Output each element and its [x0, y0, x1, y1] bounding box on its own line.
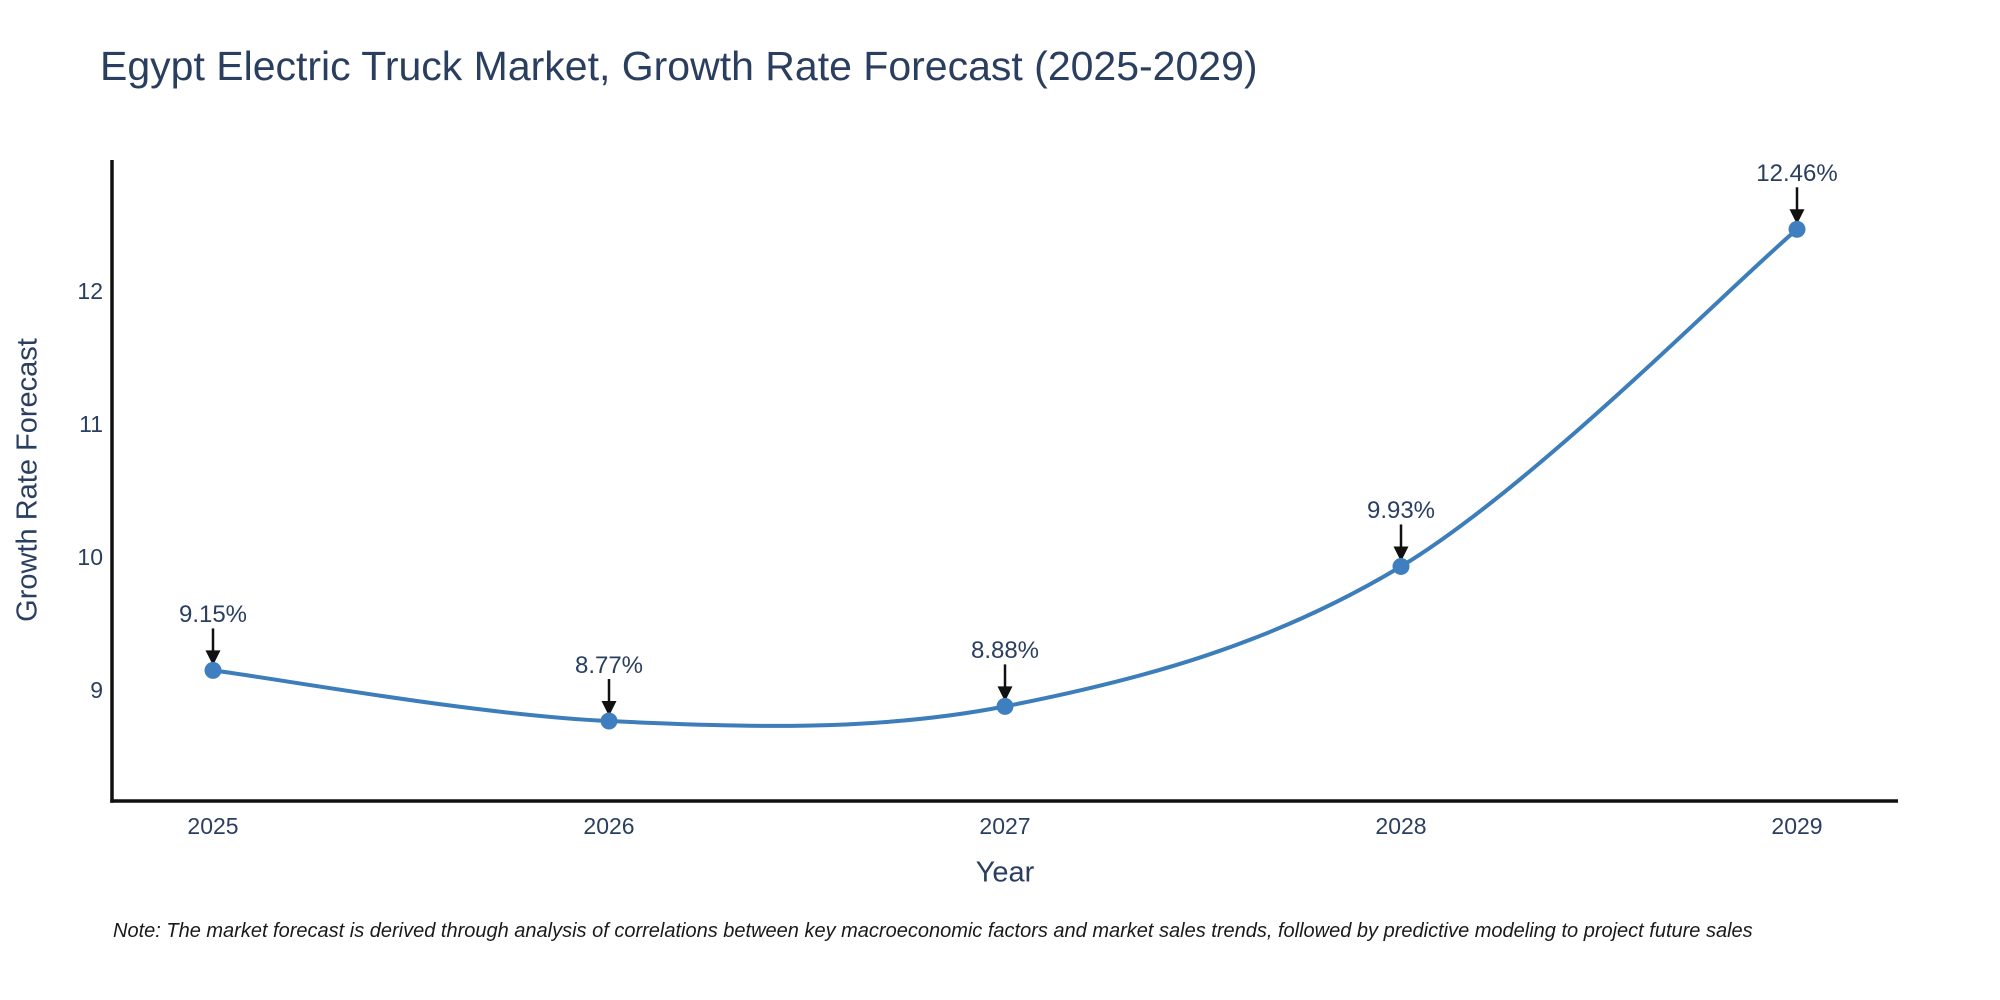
annotation-arrow-head	[997, 686, 1013, 702]
point-value-label: 9.93%	[1366, 497, 1436, 525]
annotation-arrow-head	[1393, 546, 1409, 562]
point-value-label: 8.77%	[574, 652, 644, 680]
annotation-arrow-head	[601, 701, 617, 717]
annotation-arrow-head	[205, 650, 221, 666]
footnote: Note: The market forecast is derived thr…	[113, 920, 1753, 942]
x-tick-label: 2027	[979, 813, 1031, 839]
point-value-label: 12.46%	[1756, 160, 1838, 188]
point-value-label: 8.88%	[970, 637, 1040, 665]
y-tick-label: 10	[77, 544, 103, 571]
x-tick-label: 2028	[1375, 813, 1427, 839]
chart-title: Egypt Electric Truck Market, Growth Rate…	[100, 43, 1258, 89]
data-point-marker[interactable]	[1788, 220, 1806, 238]
data-point-marker[interactable]	[996, 697, 1014, 715]
data-point-marker[interactable]	[600, 712, 618, 730]
y-tick-label: 12	[77, 277, 103, 304]
data-point-marker[interactable]	[204, 661, 222, 679]
y-axis-title: Growth Rate Forecast	[11, 338, 44, 622]
forecast-line	[212, 227, 1799, 728]
point-value-label: 9.15%	[178, 601, 248, 629]
data-point-marker[interactable]	[1392, 557, 1410, 575]
x-tick-label: 2025	[187, 813, 239, 839]
x-tick-label: 2026	[583, 813, 635, 839]
annotation-arrow-head	[1789, 209, 1805, 225]
x-axis-title: Year	[975, 856, 1035, 889]
y-tick-label: 11	[79, 410, 103, 437]
y-tick-label: 9	[90, 677, 103, 704]
x-tick-label: 2029	[1771, 813, 1823, 839]
